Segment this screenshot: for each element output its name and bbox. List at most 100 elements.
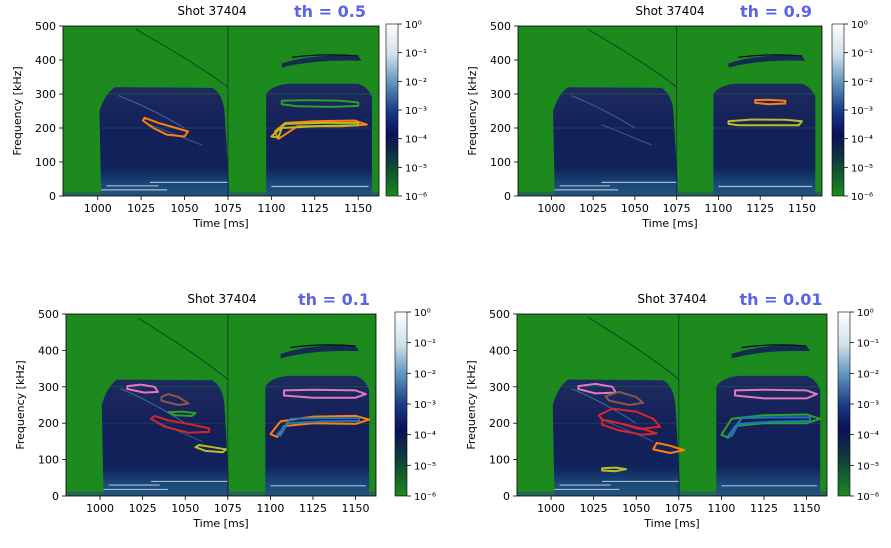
x-tick-label: 1125 [301,202,329,215]
chart-title: Shot 37404 [635,4,704,18]
chart-title: Shot 37404 [637,292,706,306]
x-tick-label: 1050 [171,502,199,515]
y-tick-label: 100 [38,454,59,467]
x-tick-label: 1000 [537,502,565,515]
y-tick-label: 500 [38,308,59,321]
harmonic-band [728,55,806,68]
y-tick-label: 300 [38,381,59,394]
colorbar-tick-label: 10⁻⁴ [857,431,879,442]
y-tick-label: 200 [489,417,510,430]
colorbar-tick-label: 10⁻⁵ [405,163,427,174]
mode-contour [601,418,658,436]
y-axis-label: Frequency [kHz] [14,360,27,449]
y-tick-label: 100 [489,454,510,467]
y-tick-label: 500 [35,20,56,33]
colorbar-tick-label: 10⁻⁵ [851,163,873,174]
colorbar-tick-label: 10⁻¹ [414,339,436,350]
mode-trace [601,124,652,146]
x-tick-label: 1150 [793,502,821,515]
y-tick-label: 400 [489,344,510,357]
colorbar-tick-label: 10⁻¹ [405,49,427,60]
x-tick-label: 1000 [537,202,565,215]
colorbar-tick-label: 10⁻⁵ [857,461,879,472]
mode-trace [571,95,636,129]
spectrogram-panel-2: 1000 1025 1050 1075 1100 1125 1150 0 100 200 300 40… [466,2,873,230]
colorbar-tick-label: 10⁻⁴ [414,431,436,442]
colorbar-tick-label: 10⁻² [414,369,436,380]
x-tick-label: 1125 [750,502,778,515]
y-axis-label: Frequency [kHz] [465,360,478,449]
mode-contour [276,417,360,437]
x-axis-label: Time [ms] [641,217,697,230]
plasma-burst-region [716,375,821,496]
y-tick-label: 100 [490,156,511,169]
colorbar-tick-label: 10⁻⁶ [857,492,879,503]
plot-area [63,26,379,196]
plasma-burst-region [99,87,230,196]
mode-contour [194,444,228,454]
colorbar-tick-label: 10⁰ [405,20,422,31]
plot-area [66,314,376,496]
axes-frame [65,313,377,497]
mode-contour [280,99,360,108]
harmonic-band [280,345,359,359]
baseline-band [518,191,822,196]
colorbar-tick-label: 10⁻³ [857,400,879,411]
colorbar-tick-label: 10⁻² [857,369,879,380]
chart-title: Shot 37404 [177,4,246,18]
y-tick-label: 500 [489,308,510,321]
x-tick-label: 1000 [86,502,114,515]
mode-contour [160,393,190,406]
axes-frame [516,313,828,497]
x-tick-label: 1075 [214,502,242,515]
mode-contour [126,383,159,394]
spectrogram-panel-3: 1000 1025 1050 1075 1100 1125 1150 0 100 200 300 40… [14,290,436,530]
x-tick-label: 1025 [579,202,607,215]
y-tick-label: 300 [35,88,56,101]
colorbar-tick-label: 10⁻⁴ [405,135,427,146]
x-tick-label: 1025 [580,502,608,515]
plot-area [518,26,822,196]
y-tick-label: 0 [52,490,59,503]
x-tick-label: 1025 [127,202,155,215]
mode-contour [734,388,818,400]
x-tick-label: 1050 [621,202,649,215]
y-tick-label: 100 [35,156,56,169]
y-tick-label: 200 [38,417,59,430]
mode-trace [137,317,229,380]
x-tick-label: 1075 [665,502,693,515]
x-tick-label: 1125 [746,202,774,215]
mode-contour [727,118,803,127]
x-tick-label: 1075 [663,202,691,215]
colorbar-tick-label: 10⁻³ [414,400,436,411]
threshold-annotation: th = 0.9 [740,2,812,21]
x-tick-label: 1100 [257,202,285,215]
harmonic-line [741,344,807,349]
harmonic-line [738,54,803,58]
plasma-burst-region [101,379,230,496]
y-tick-label: 0 [49,190,56,203]
y-tick-label: 200 [35,122,56,135]
baseline-band [63,191,379,196]
mode-contour [141,116,189,138]
spectrogram-panel-4: 1000 1025 1050 1075 1100 1125 1150 0 100 200 300 40… [465,290,879,530]
mode-contour [270,121,360,139]
colorbar-tick-label: 10⁻⁶ [414,492,436,503]
y-tick-label: 200 [490,122,511,135]
colorbar [394,311,408,497]
mode-contour [727,416,811,438]
axes-frame [62,25,380,197]
y-tick-label: 300 [489,381,510,394]
chart-title: Shot 37404 [187,292,256,306]
x-tick-label: 1150 [344,202,372,215]
mode-trace [135,28,229,88]
x-axis-label: Time [ms] [643,517,699,530]
x-tick-label: 1100 [256,502,284,515]
y-tick-label: 500 [490,20,511,33]
x-tick-label: 1025 [129,502,157,515]
x-tick-label: 1150 [788,202,816,215]
mode-trace [120,388,186,424]
plasma-burst-region [713,83,816,196]
y-tick-label: 400 [490,54,511,67]
x-tick-label: 1050 [171,202,199,215]
